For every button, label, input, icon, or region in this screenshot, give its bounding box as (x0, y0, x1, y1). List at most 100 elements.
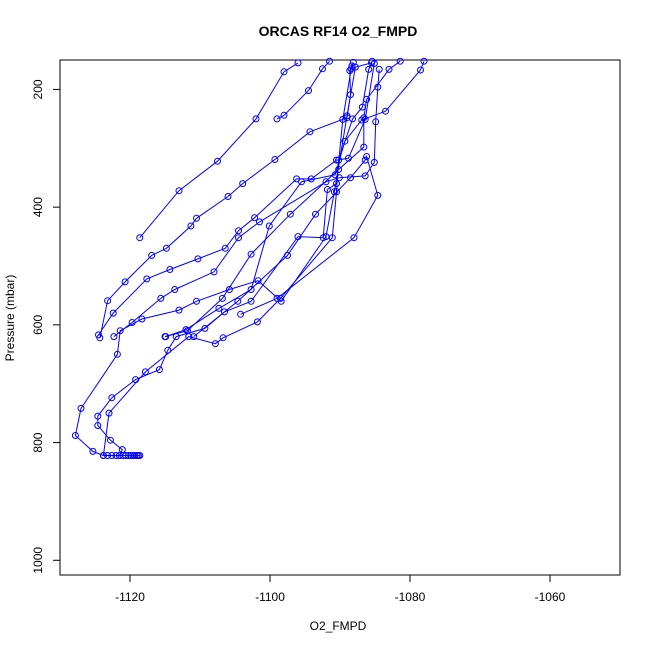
data-point (319, 234, 327, 242)
data-point (347, 174, 354, 182)
data-point (110, 333, 118, 341)
data-point (218, 294, 226, 302)
y-tick-label: 800 (31, 432, 45, 452)
data-point (108, 452, 116, 459)
data-point (350, 234, 358, 242)
data-point (312, 210, 319, 218)
data-point (215, 304, 223, 312)
data-point (365, 65, 373, 73)
x-axis: -1120 -1100 -1080 -1060 (115, 574, 566, 604)
data-point (335, 166, 343, 173)
data-point (341, 137, 349, 145)
data-point (127, 452, 135, 459)
data-point (343, 114, 351, 122)
profile-series (161, 57, 404, 341)
data-point (417, 66, 424, 74)
series-line (99, 62, 354, 338)
data-point (224, 193, 232, 200)
data-point (363, 95, 371, 103)
x-tick-label: -1060 (535, 590, 566, 604)
data-point (161, 333, 169, 341)
data-point (183, 327, 191, 335)
data-point (256, 218, 263, 226)
data-point (155, 366, 163, 374)
data-point (347, 91, 354, 99)
data-point (273, 115, 281, 123)
data-point (108, 394, 116, 402)
data-point (273, 294, 281, 302)
data-point (254, 277, 262, 285)
data-point (157, 294, 165, 302)
data-point (361, 172, 369, 180)
data-point (374, 191, 382, 199)
series-line (164, 60, 401, 338)
data-point (305, 87, 312, 95)
data-point (237, 310, 245, 318)
profile-series (190, 153, 382, 341)
data-point (95, 331, 102, 339)
data-point (396, 57, 404, 65)
data-point (360, 143, 368, 151)
data-point (339, 115, 347, 123)
data-point (271, 156, 279, 163)
data-point (210, 268, 218, 276)
series-line (276, 60, 330, 120)
data-point (221, 308, 228, 316)
data-point (138, 315, 146, 323)
data-point (162, 244, 170, 252)
series-line (98, 63, 375, 336)
data-point (99, 452, 107, 459)
profile-series (136, 59, 302, 242)
series-line (193, 154, 379, 337)
data-point (201, 324, 209, 332)
y-axis-label: Pressure (mbar) (3, 275, 17, 362)
data-point (375, 65, 383, 73)
series-layer (71, 57, 428, 459)
data-point (193, 297, 200, 305)
y-tick-label: 400 (31, 197, 45, 217)
data-point (349, 58, 357, 66)
data-point (368, 57, 376, 65)
data-point (239, 180, 247, 188)
data-point (148, 251, 156, 259)
series-line (139, 62, 299, 239)
x-tick-label: -1080 (395, 590, 426, 604)
profile-series (95, 60, 378, 339)
data-point (247, 297, 255, 305)
profile-series (99, 57, 376, 459)
data-point (360, 114, 368, 122)
data-point (225, 286, 233, 293)
data-point (420, 57, 428, 65)
data-point (175, 306, 183, 314)
data-point (370, 60, 378, 67)
data-point (118, 446, 126, 454)
x-tick-label: -1100 (255, 590, 285, 604)
data-point (370, 158, 378, 166)
data-point (346, 67, 354, 75)
data-point (280, 68, 288, 76)
data-point (385, 65, 393, 73)
data-point (251, 214, 259, 222)
y-tick-label: 600 (31, 315, 45, 335)
y-tick-label: 1000 (31, 547, 45, 574)
data-point (347, 65, 355, 73)
profile-series (110, 65, 383, 341)
series-line (102, 61, 373, 456)
data-point (187, 222, 195, 230)
data-point (214, 157, 221, 165)
data-point (71, 432, 79, 439)
data-point (328, 234, 336, 242)
series-line (97, 65, 353, 456)
data-point (128, 319, 136, 326)
data-point (116, 452, 123, 459)
data-point (106, 436, 114, 444)
data-point (143, 275, 151, 283)
data-point (298, 178, 305, 186)
data-point (221, 244, 229, 252)
data-point (235, 227, 242, 235)
data-point (252, 115, 260, 123)
data-point (331, 171, 339, 179)
series-line (74, 62, 372, 456)
data-point (286, 210, 294, 218)
